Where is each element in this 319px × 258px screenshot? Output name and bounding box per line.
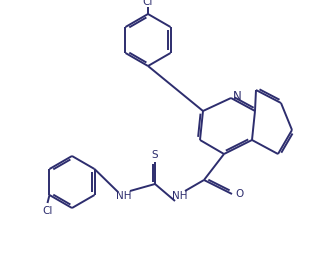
Text: NH: NH [116, 191, 132, 201]
Text: NH: NH [172, 191, 188, 201]
Text: Cl: Cl [143, 0, 153, 7]
Text: O: O [235, 189, 243, 199]
Text: S: S [152, 150, 158, 160]
Text: Cl: Cl [42, 206, 53, 216]
Text: N: N [233, 91, 241, 103]
